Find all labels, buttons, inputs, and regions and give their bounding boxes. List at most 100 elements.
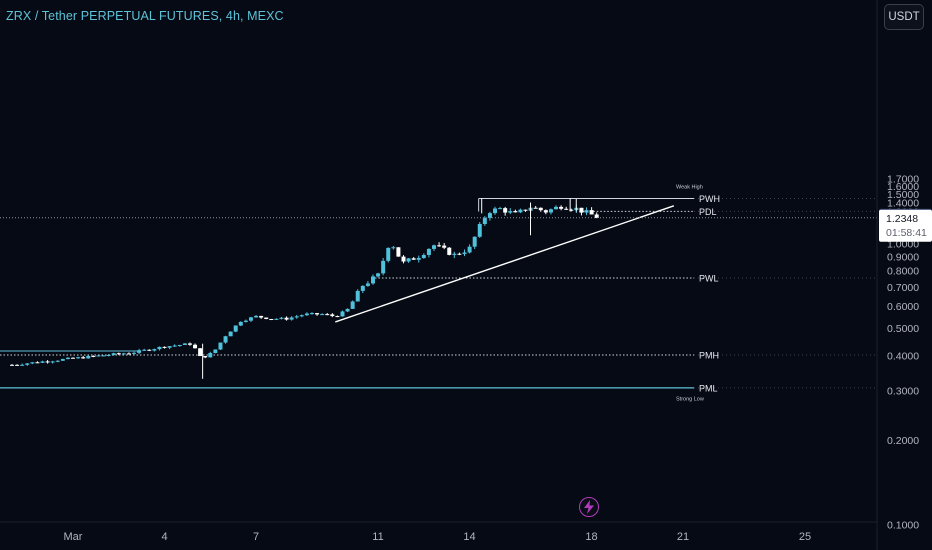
candle-body [335, 316, 340, 318]
time-tick-label[interactable]: 7 [253, 531, 259, 543]
time-tick-label[interactable]: 25 [799, 531, 811, 543]
price-tick-label[interactable]: 0.8000 [887, 266, 919, 278]
level-label-pmh: PMH [699, 351, 719, 361]
time-tick-label[interactable]: 4 [161, 531, 167, 543]
candle-body [228, 331, 233, 337]
candle-body [411, 258, 416, 260]
candle-body [233, 325, 238, 332]
price-tick-label[interactable]: 0.2000 [887, 435, 919, 447]
price-tick-label[interactable]: 1.4000 [887, 197, 919, 209]
candle-body [554, 206, 559, 210]
candle-body [401, 256, 406, 262]
candle-body [304, 313, 309, 316]
level-label-pwl: PWL [699, 274, 719, 284]
candle-body [254, 315, 259, 318]
price-tick-label[interactable]: 1.7000 [887, 174, 919, 186]
candle-body [193, 344, 198, 349]
candle-body [223, 336, 228, 343]
candle-body [330, 314, 335, 317]
price-tick-label[interactable]: 0.6000 [887, 301, 919, 313]
candle-body [508, 211, 513, 213]
price-tick-label[interactable]: 0.4000 [887, 350, 919, 362]
candle-body [172, 345, 177, 347]
candle-body [370, 276, 375, 284]
candle-body [147, 349, 152, 351]
candle-body [315, 313, 320, 315]
candle-body [182, 343, 187, 346]
price-tick-label[interactable]: 1.6000 [887, 181, 919, 193]
event-flash-button[interactable] [579, 497, 599, 517]
candle-body [208, 353, 213, 358]
level-label-pml: PML [699, 383, 718, 393]
candle-body [376, 273, 381, 277]
currency-selector-button[interactable]: USDT [884, 4, 924, 30]
candle-body [10, 364, 14, 366]
candle-body [559, 206, 564, 209]
candle-body [76, 357, 81, 359]
candle-body [289, 317, 294, 320]
time-tick-label[interactable]: 21 [677, 531, 689, 543]
candle-body [584, 210, 589, 213]
candle-body [132, 352, 137, 354]
lightning-bolt-icon [584, 500, 594, 514]
strong-low-note: Strong Low [676, 396, 704, 402]
price-tick-label[interactable]: 0.1000 [887, 520, 919, 532]
time-tick-label[interactable]: 14 [463, 531, 475, 543]
candle-body [345, 308, 350, 312]
time-tick-label[interactable]: 11 [372, 531, 383, 543]
price-tick-label[interactable]: 0.9000 [887, 251, 919, 263]
last-price-badge [879, 209, 932, 242]
candle-body [15, 364, 20, 366]
candle-body [40, 361, 45, 363]
candle-body [538, 207, 543, 211]
candle-body [213, 349, 218, 354]
candle-body [218, 342, 223, 350]
candle-body [432, 245, 437, 249]
candle-body [548, 209, 553, 213]
candle-body [594, 214, 599, 218]
candle-body [96, 355, 101, 357]
price-tick-label[interactable]: 0.3000 [887, 385, 919, 397]
candle-body [442, 245, 447, 248]
candle-body [416, 257, 421, 260]
candle-body [187, 343, 192, 345]
candle-body [340, 311, 345, 317]
candle-body [259, 315, 264, 318]
candle-body [71, 357, 76, 359]
candle-body [162, 346, 167, 348]
candle-body [513, 211, 518, 213]
candle-body [320, 314, 325, 316]
candle-body [391, 247, 396, 249]
time-tick-label[interactable]: Mar [64, 531, 83, 543]
candle-body [25, 363, 30, 365]
price-tick-label[interactable]: 0.5000 [887, 323, 919, 335]
last-price-value: 1.2348 [886, 213, 918, 225]
candle-body [45, 361, 50, 363]
candle-body [299, 315, 304, 317]
chart-symbol-title[interactable]: ZRX / Tether PERPETUAL FUTURES, 4h, MEXC [6, 9, 284, 23]
price-tick-label[interactable]: 0.7000 [887, 282, 919, 294]
candle-body [589, 210, 594, 215]
candle-body [279, 317, 284, 319]
candle-body [269, 318, 274, 320]
candle-body [421, 254, 426, 258]
candle-body [309, 313, 314, 315]
candle-body [493, 208, 498, 214]
candle-body [579, 207, 584, 213]
candle-body [243, 320, 248, 322]
candle-body [157, 346, 162, 350]
candle-body [533, 207, 538, 209]
time-tick-label[interactable]: 18 [585, 531, 597, 543]
candle-body [35, 362, 40, 364]
candle-body [274, 318, 279, 320]
candle-body [355, 290, 360, 302]
candle-body [20, 364, 25, 366]
candle-body [30, 362, 35, 364]
candle-body [106, 355, 111, 357]
candle-body [396, 247, 401, 257]
candle-body [381, 260, 386, 274]
price-tick-label[interactable]: 1.5000 [887, 189, 919, 201]
bar-countdown: 01:58:41 [886, 227, 927, 239]
candle-body [116, 353, 121, 355]
